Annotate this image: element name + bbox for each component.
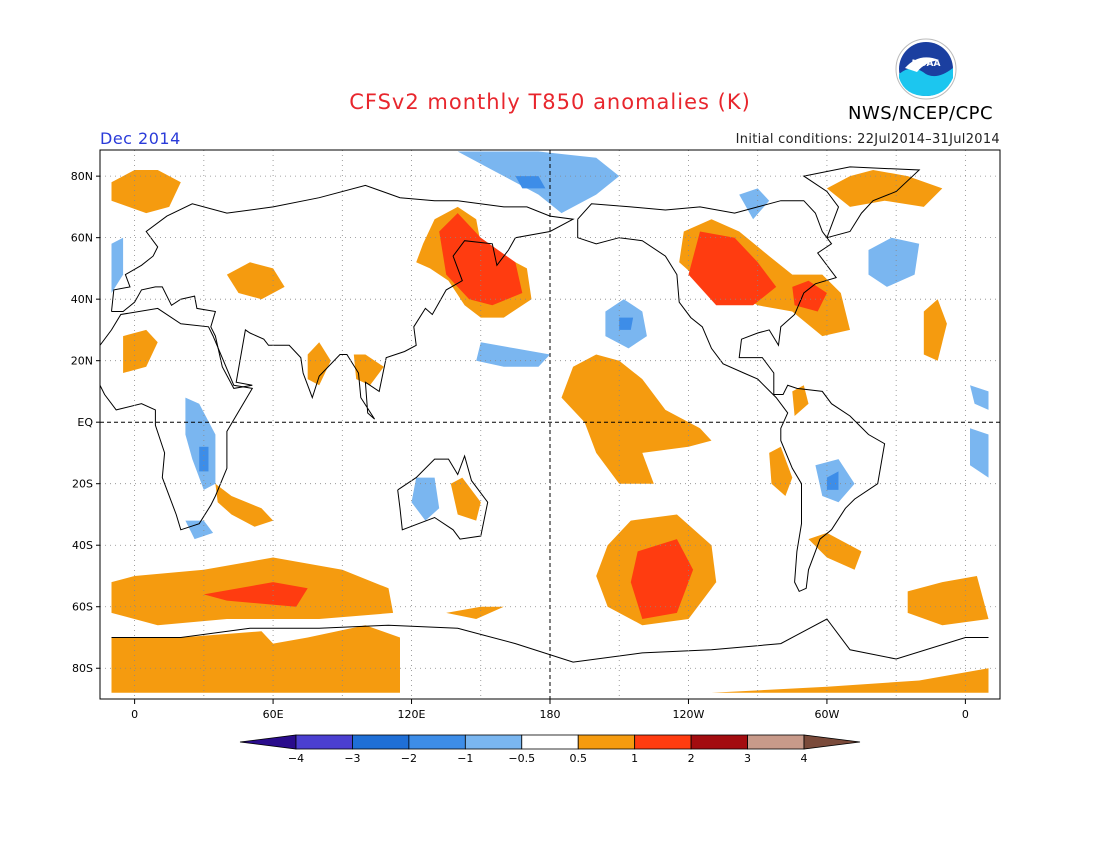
coastline <box>111 184 575 420</box>
longitude-label: 60W <box>814 708 839 721</box>
coastline <box>111 618 989 663</box>
coastline <box>397 454 489 540</box>
anomaly-region-pos1 <box>226 262 285 300</box>
colorbar-swatch <box>747 734 805 750</box>
anomaly-region-neg1 <box>476 342 550 367</box>
anomaly-region-pos2 <box>439 213 523 306</box>
latitude-label: 60N <box>71 232 93 245</box>
colorbar-label: 3 <box>744 752 751 765</box>
latitude-label: 20S <box>72 478 93 491</box>
anomaly-region-neg2 <box>619 317 634 330</box>
colorbar-label: 4 <box>801 752 808 765</box>
anomaly-region-neg1 <box>970 428 989 478</box>
anomaly-region-neg1 <box>411 477 440 521</box>
coastline <box>802 166 921 239</box>
anomaly-region-pos1 <box>307 342 331 386</box>
anomaly-region-neg2 <box>515 176 546 189</box>
colorbar-label: 1 <box>631 752 638 765</box>
colorbar-label: −4 <box>288 752 304 765</box>
colorbar-swatch <box>239 734 297 750</box>
anomaly-region-neg1 <box>739 188 770 220</box>
colorbar-label: −0.5 <box>508 752 535 765</box>
anomaly-region-pos1 <box>215 483 274 527</box>
colorbar-swatch <box>577 734 636 750</box>
colorbar-swatch <box>521 734 579 750</box>
colorbar-swatch <box>634 734 692 750</box>
colorbar-swatch <box>803 734 861 750</box>
anomaly-region-pos1 <box>808 532 862 570</box>
longitude-label: 120W <box>673 708 705 721</box>
anomaly-layer <box>111 151 989 693</box>
anomaly-region-neg1 <box>970 385 989 410</box>
anomaly-region-neg2 <box>826 471 839 490</box>
colorbar-swatch <box>690 734 748 750</box>
anomaly-region-neg2 <box>199 446 209 472</box>
longitude-label: 120E <box>398 708 426 721</box>
colorbar-label: −1 <box>457 752 473 765</box>
anomaly-region-pos1 <box>353 354 384 386</box>
colorbar-label: −3 <box>344 752 360 765</box>
latitude-label: EQ <box>77 416 93 429</box>
latitude-label: 80S <box>72 662 93 675</box>
agency-label: NWS/NCEP/CPC <box>848 103 994 124</box>
anomaly-region-pos1 <box>923 299 947 361</box>
colorbar-label: 0.5 <box>569 752 587 765</box>
colorbar-swatch <box>352 734 410 750</box>
anomaly-region-pos1 <box>111 625 400 693</box>
longitude-label: 180 <box>540 708 561 721</box>
anomaly-region-neg1 <box>185 520 214 540</box>
longitude-label: 0 <box>131 708 138 721</box>
anomaly-region-neg1 <box>868 237 920 287</box>
anomaly-region-pos2 <box>630 539 694 619</box>
anomaly-region-neg1 <box>185 397 216 490</box>
anomaly-region-pos1 <box>826 170 943 207</box>
colorbar-swatch <box>295 734 353 750</box>
longitude-label: 0 <box>962 708 969 721</box>
anomaly-region-pos1 <box>769 446 793 496</box>
latitude-label: 60S <box>72 601 93 614</box>
colorbar-label: −2 <box>401 752 417 765</box>
anomaly-region-pos1 <box>446 606 504 619</box>
latitude-label: 20N <box>71 355 93 368</box>
coastline <box>577 200 886 593</box>
anomaly-region-pos1 <box>792 385 809 416</box>
chart-title: CFSv2 monthly T850 anomalies (K) <box>349 90 751 114</box>
colorbar-label: 2 <box>688 752 695 765</box>
latitude-label: 40S <box>72 539 93 552</box>
coastline <box>100 307 254 531</box>
colorbar-swatch <box>464 734 523 750</box>
latitude-labels: 80N 60N 40N 20N EQ 20S 40S 60S 80S <box>71 170 100 675</box>
longitude-label: 60E <box>263 708 284 721</box>
anomaly-region-pos1 <box>450 477 481 521</box>
logo-text: NOAA <box>912 59 941 69</box>
anomaly-region-pos2 <box>203 582 308 607</box>
anomaly-region-pos1 <box>711 668 989 693</box>
forecast-period: Dec 2014 <box>100 129 181 148</box>
longitude-labels: 0 60E 120E 180 120W 60W 0 <box>131 699 969 721</box>
coastlines <box>100 166 989 663</box>
colorbar-swatch <box>408 734 466 750</box>
anomaly-region-pos2 <box>688 231 777 306</box>
latitude-label: 40N <box>71 293 93 306</box>
anomaly-region-pos1 <box>561 354 712 484</box>
gridlines <box>100 150 1000 699</box>
initial-conditions: Initial conditions: 22Jul2014–31Jul2014 <box>735 132 1000 147</box>
anomaly-region-pos1 <box>907 576 989 626</box>
colorbar: −4 −3 −2 −1 −0.5 0.5 1 2 3 4 <box>239 734 861 765</box>
anomaly-region-pos1 <box>111 170 181 214</box>
latitude-label: 80N <box>71 170 93 183</box>
anomaly-region-neg1 <box>111 237 124 293</box>
noaa-logo: NOAA <box>895 38 957 100</box>
anomaly-region-pos1 <box>123 329 158 373</box>
anomaly-region-pos2 <box>792 280 827 312</box>
